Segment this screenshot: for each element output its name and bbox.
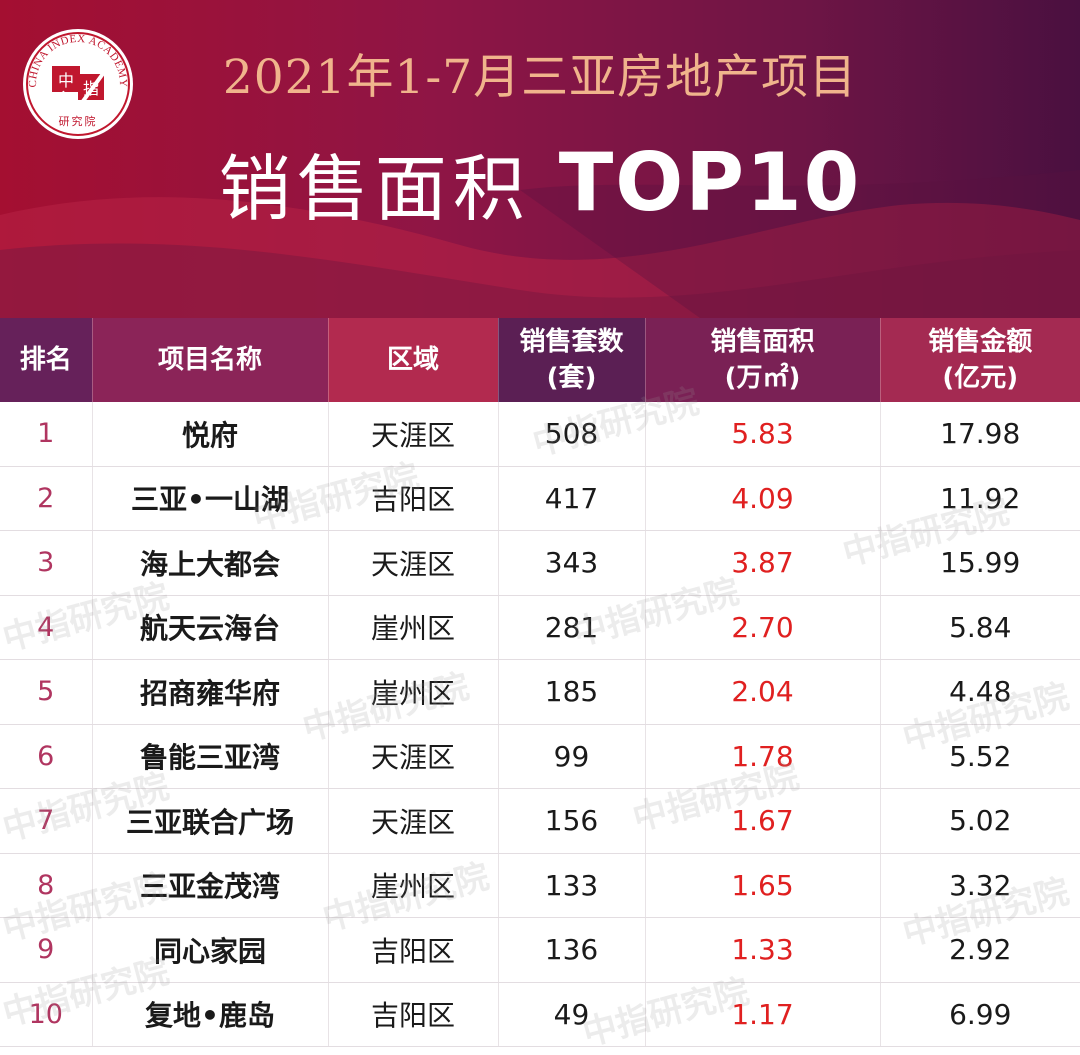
svg-text:中: 中 <box>58 71 74 90</box>
table-row: 7 三亚联合广场 天涯区 156 1.67 5.02 <box>0 788 1080 854</box>
sales-amount-cell: 5.52 <box>880 724 1080 789</box>
header-units-sold: 销售套数 (套) <box>498 318 646 402</box>
sales-amount-cell: 5.84 <box>880 595 1080 660</box>
header-label-line: 区域 <box>386 345 439 375</box>
header-rank: 排名 <box>0 318 93 402</box>
sales-area-cell: 2.04 <box>645 659 881 725</box>
district-cell: 天涯区 <box>328 530 499 596</box>
title-banner: CHINA INDEX ACADEMY 中 指 研究院 2021年1-7月三亚房… <box>0 0 1080 318</box>
district-cell: 吉阳区 <box>328 982 499 1047</box>
top10-table: 排名 项目名称 区域 销售套数 (套) 销售面积 (万㎡) 销售金额 (亿元) 1 悦府… <box>0 318 1080 1047</box>
sales-area-cell: 1.65 <box>645 853 881 918</box>
table-header-row: 排名 项目名称 区域 销售套数 (套) 销售面积 (万㎡) 销售金额 (亿元) <box>0 318 1080 402</box>
rank-cell: 3 <box>0 530 93 596</box>
sales-amount-cell: 3.32 <box>880 853 1080 918</box>
rank-cell: 5 <box>0 659 93 725</box>
district-cell: 天涯区 <box>328 724 499 789</box>
report-subtitle: 销售面积 TOP10 <box>0 130 1080 235</box>
rank-cell: 2 <box>0 466 93 531</box>
district-cell: 天涯区 <box>328 788 499 854</box>
table-row: 1 悦府 天涯区 508 5.83 17.98 <box>0 402 1080 467</box>
units-cell: 281 <box>498 595 646 660</box>
banner-wave-decoration <box>0 170 1080 318</box>
sales-amount-cell: 6.99 <box>880 982 1080 1047</box>
header-district: 区域 <box>328 318 499 402</box>
units-cell: 343 <box>498 530 646 596</box>
sales-area-cell: 1.33 <box>645 917 881 983</box>
table-row: 9 同心家园 吉阳区 136 1.33 2.92 <box>0 917 1080 983</box>
svg-text:指: 指 <box>83 79 99 98</box>
header-project-name: 项目名称 <box>92 318 329 402</box>
district-cell: 崖州区 <box>328 659 499 725</box>
table-row: 6 鲁能三亚湾 天涯区 99 1.78 5.52 <box>0 724 1080 789</box>
district-cell: 天涯区 <box>328 402 499 467</box>
table-row: 5 招商雍华府 崖州区 185 2.04 4.48 <box>0 659 1080 725</box>
header-label-line: 销售金额 <box>928 327 1033 357</box>
svg-text:研究院: 研究院 <box>59 114 98 128</box>
sales-area-cell: 1.78 <box>645 724 881 789</box>
report-title: 2021年1-7月三亚房地产项目 <box>222 50 858 105</box>
header-label-line: 排名 <box>19 345 72 375</box>
project-name-cell: 航天云海台 <box>92 595 329 660</box>
units-cell: 156 <box>498 788 646 854</box>
project-name-cell: 鲁能三亚湾 <box>92 724 329 789</box>
header-label-line: (亿元) <box>942 363 1019 393</box>
project-name-cell: 三亚金茂湾 <box>92 853 329 918</box>
header-label-line: 销售套数 <box>519 327 624 357</box>
header-label-line: (万㎡) <box>724 363 801 393</box>
rank-cell: 9 <box>0 917 93 983</box>
sales-amount-cell: 11.92 <box>880 466 1080 531</box>
sales-amount-cell: 5.02 <box>880 788 1080 854</box>
sales-amount-cell: 4.48 <box>880 659 1080 725</box>
table-row: 8 三亚金茂湾 崖州区 133 1.65 3.32 <box>0 853 1080 918</box>
district-cell: 吉阳区 <box>328 917 499 983</box>
project-name-cell: 复地•鹿岛 <box>92 982 329 1047</box>
project-name-cell: 悦府 <box>92 402 329 467</box>
units-cell: 185 <box>498 659 646 725</box>
units-cell: 99 <box>498 724 646 789</box>
header-label-line: (套) <box>546 363 597 393</box>
rank-cell: 8 <box>0 853 93 918</box>
units-cell: 417 <box>498 466 646 531</box>
table-row: 2 三亚•一山湖 吉阳区 417 4.09 11.92 <box>0 466 1080 531</box>
table-row: 10 复地•鹿岛 吉阳区 49 1.17 6.99 <box>0 982 1080 1047</box>
units-cell: 508 <box>498 402 646 467</box>
rank-cell: 10 <box>0 982 93 1047</box>
sales-amount-cell: 2.92 <box>880 917 1080 983</box>
project-name-cell: 三亚•一山湖 <box>92 466 329 531</box>
header-label-line: 销售面积 <box>710 327 815 357</box>
units-cell: 136 <box>498 917 646 983</box>
units-cell: 49 <box>498 982 646 1047</box>
table-row: 4 航天云海台 崖州区 281 2.70 5.84 <box>0 595 1080 660</box>
rank-cell: 1 <box>0 402 93 467</box>
subtitle-top10: TOP10 <box>558 136 862 229</box>
header-label-line: 项目名称 <box>157 345 262 375</box>
table-row: 3 海上大都会 天涯区 343 3.87 15.99 <box>0 530 1080 596</box>
subtitle-metric: 销售面积 <box>218 147 531 231</box>
sales-area-cell: 1.67 <box>645 788 881 854</box>
header-sales-amount: 销售金额 (亿元) <box>880 318 1080 402</box>
sales-amount-cell: 17.98 <box>880 402 1080 467</box>
sales-amount-cell: 15.99 <box>880 530 1080 596</box>
project-name-cell: 招商雍华府 <box>92 659 329 725</box>
sales-area-cell: 1.17 <box>645 982 881 1047</box>
project-name-cell: 海上大都会 <box>92 530 329 596</box>
district-cell: 吉阳区 <box>328 466 499 531</box>
project-name-cell: 三亚联合广场 <box>92 788 329 854</box>
sales-area-cell: 2.70 <box>645 595 881 660</box>
header-sales-area: 销售面积 (万㎡) <box>645 318 881 402</box>
district-cell: 崖州区 <box>328 853 499 918</box>
rank-cell: 6 <box>0 724 93 789</box>
rank-cell: 4 <box>0 595 93 660</box>
sales-area-cell: 4.09 <box>645 466 881 531</box>
rank-cell: 7 <box>0 788 93 854</box>
china-index-academy-logo: CHINA INDEX ACADEMY 中 指 研究院 <box>23 29 133 139</box>
units-cell: 133 <box>498 853 646 918</box>
project-name-cell: 同心家园 <box>92 917 329 983</box>
district-cell: 崖州区 <box>328 595 499 660</box>
sales-area-cell: 3.87 <box>645 530 881 596</box>
sales-area-cell: 5.83 <box>645 402 881 467</box>
